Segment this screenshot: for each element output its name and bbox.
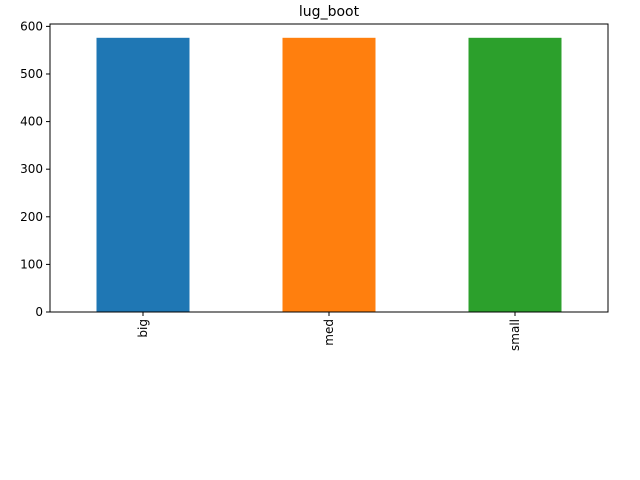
y-tick-label: 200 (20, 210, 43, 224)
y-tick-label: 600 (20, 19, 43, 33)
bars-group (96, 37, 562, 313)
x-tick-label-med: med (322, 319, 336, 346)
chart-title: lug_boot (299, 4, 360, 20)
bar-small (468, 37, 562, 313)
x-ticks-group: big med small (136, 312, 522, 351)
y-tick-label: 500 (20, 67, 43, 81)
bar-big (96, 37, 190, 313)
y-ticks-group: 0 100 200 300 400 500 600 (20, 19, 50, 319)
bar-med (282, 37, 376, 313)
y-tick-label: 300 (20, 162, 43, 176)
x-tick-label-big: big (136, 319, 150, 338)
x-tick-label-small: small (508, 319, 522, 351)
y-tick-label: 400 (20, 115, 43, 129)
y-tick-label: 0 (35, 305, 43, 319)
y-tick-label: 100 (20, 257, 43, 271)
